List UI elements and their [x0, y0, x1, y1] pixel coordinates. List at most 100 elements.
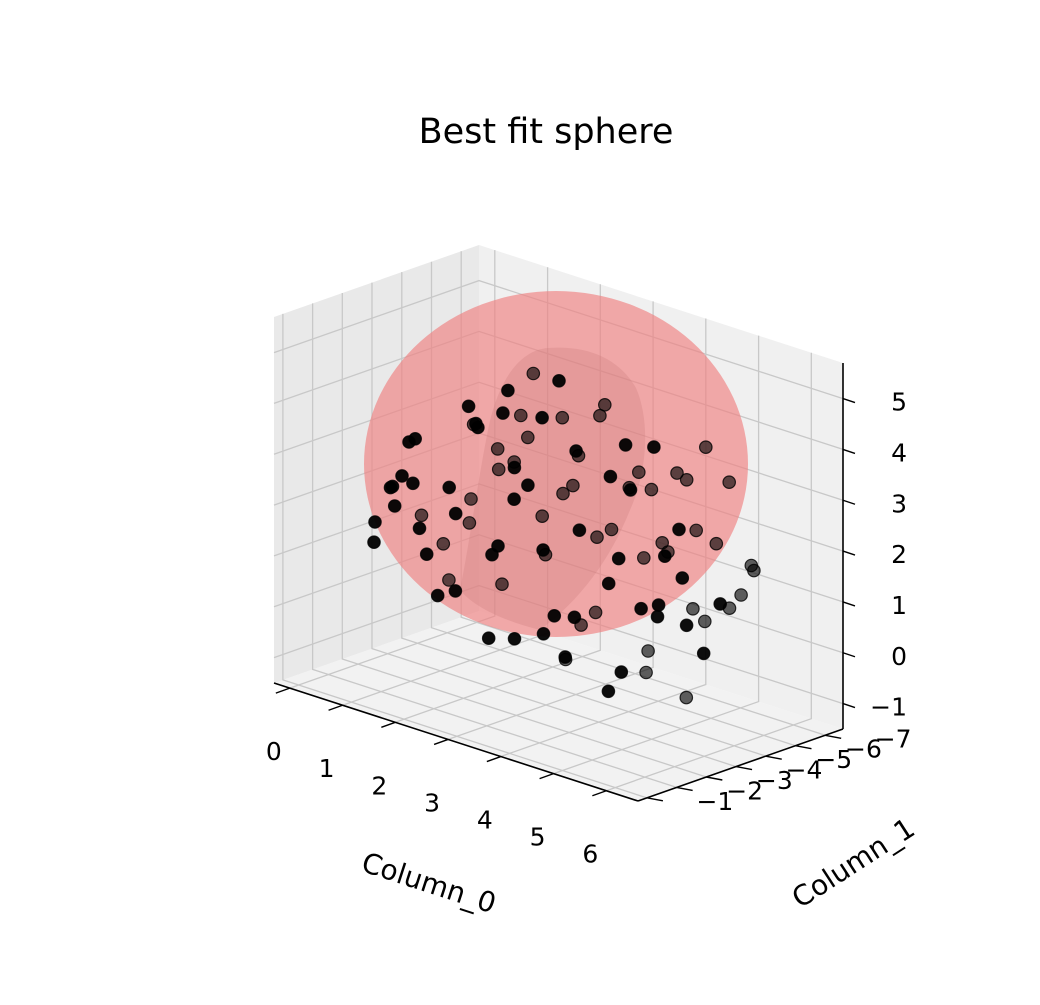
x-tick-label: 1 [319, 754, 335, 783]
scatter-point [461, 399, 476, 414]
y-axis-line [637, 728, 844, 802]
scatter-point [469, 416, 483, 431]
z-tick-mark [842, 702, 856, 709]
scatter-point [655, 535, 669, 550]
z-tick-label: 1 [891, 591, 907, 620]
scatter-point [647, 440, 661, 454]
x-tick-label: 2 [371, 771, 387, 800]
y-tick-label: −1 [696, 787, 733, 816]
y-tick-label: −2 [726, 776, 763, 805]
scatter-point [698, 440, 713, 454]
z-tick-label: 5 [891, 388, 907, 417]
scatter-point [623, 483, 638, 497]
scatter-point [491, 462, 506, 477]
y-tick-mark [795, 745, 812, 750]
scatter-point [412, 521, 427, 536]
scatter-point [462, 516, 477, 530]
y-tick-label: −4 [786, 756, 823, 785]
scatter-point [634, 601, 648, 616]
scatter-point [414, 508, 429, 523]
y-tick-label: −7 [875, 724, 912, 753]
z-tick-mark [842, 397, 856, 404]
scatter-point [651, 598, 666, 612]
scatter-point [558, 650, 572, 664]
scatter-point [536, 543, 550, 557]
z-tick-label: 4 [891, 438, 907, 467]
scatter-point [631, 465, 646, 479]
scatter-point [618, 438, 633, 452]
y-tick-mark [676, 786, 693, 792]
scatter-point [734, 588, 748, 602]
y-gridline [282, 313, 648, 799]
scatter-point [604, 522, 619, 537]
scatter-point [521, 478, 535, 492]
scatter-point [744, 558, 759, 573]
scatter-point [650, 609, 665, 624]
scatter-point [448, 506, 463, 521]
scatter-point [507, 631, 522, 646]
scatter-point [697, 614, 712, 629]
scatter-point [552, 373, 566, 388]
x-axis-line [273, 682, 639, 802]
y-tick-label: −5 [815, 745, 852, 774]
scatter-point [679, 618, 694, 633]
scatter-point [507, 492, 521, 506]
scatter-point [713, 597, 727, 611]
scatter-point [567, 610, 582, 625]
scatter-point [367, 535, 381, 549]
scatter-point [490, 442, 505, 456]
z-tick-mark [842, 652, 856, 658]
scatter-point [430, 588, 445, 603]
scatter-point [547, 608, 562, 623]
z-tick-label: 0 [891, 642, 907, 671]
scatter-point [641, 644, 655, 658]
scatter-point [657, 549, 672, 563]
scatter-point [496, 406, 510, 420]
scatter-point [408, 431, 422, 446]
scatter-point [406, 476, 420, 491]
z-tick-mark [842, 550, 856, 556]
scatter-point [709, 536, 724, 551]
scatter-point [696, 646, 711, 661]
y-tick-mark [646, 797, 664, 802]
scatter-point [464, 492, 478, 506]
scatter-point [679, 472, 694, 487]
z-tick-mark [842, 448, 856, 455]
scatter-point [501, 383, 515, 398]
scatter-point [536, 626, 551, 641]
y-gridline [371, 282, 737, 768]
scatter-point [495, 577, 509, 591]
scatter-point [611, 551, 626, 566]
x-tick-mark [275, 687, 291, 694]
y-tick-label: −6 [845, 735, 882, 764]
z-tick-label: 3 [891, 489, 907, 518]
z-tick-mark [842, 499, 856, 505]
scatter-point [442, 480, 456, 495]
scatter-point [670, 466, 684, 480]
x-tick-label: 0 [266, 737, 282, 766]
scatter-point [639, 665, 653, 680]
scatter-point [722, 475, 736, 489]
y-tick-label: −3 [756, 766, 793, 795]
scatter-point [436, 536, 451, 551]
scatter-point [535, 410, 549, 425]
x-tick-label: 6 [582, 840, 598, 869]
scatter-point [636, 551, 651, 565]
scatter-point [485, 547, 499, 562]
scatter-point [395, 469, 409, 483]
scatter-point [520, 430, 535, 445]
x-tick-mark [433, 738, 449, 746]
scatter-point [513, 408, 528, 423]
scatter-point [481, 631, 496, 645]
x-tick-label: 3 [424, 788, 440, 817]
scatter-point [383, 480, 398, 495]
scatter-point [566, 478, 580, 493]
z-gridline [273, 279, 844, 400]
x-tick-mark [381, 721, 396, 728]
scatter-point [644, 482, 659, 497]
x-tick-mark [592, 790, 607, 797]
scatter-point [588, 605, 603, 620]
y-tick-mark [825, 734, 842, 739]
scatter-point [442, 573, 456, 587]
